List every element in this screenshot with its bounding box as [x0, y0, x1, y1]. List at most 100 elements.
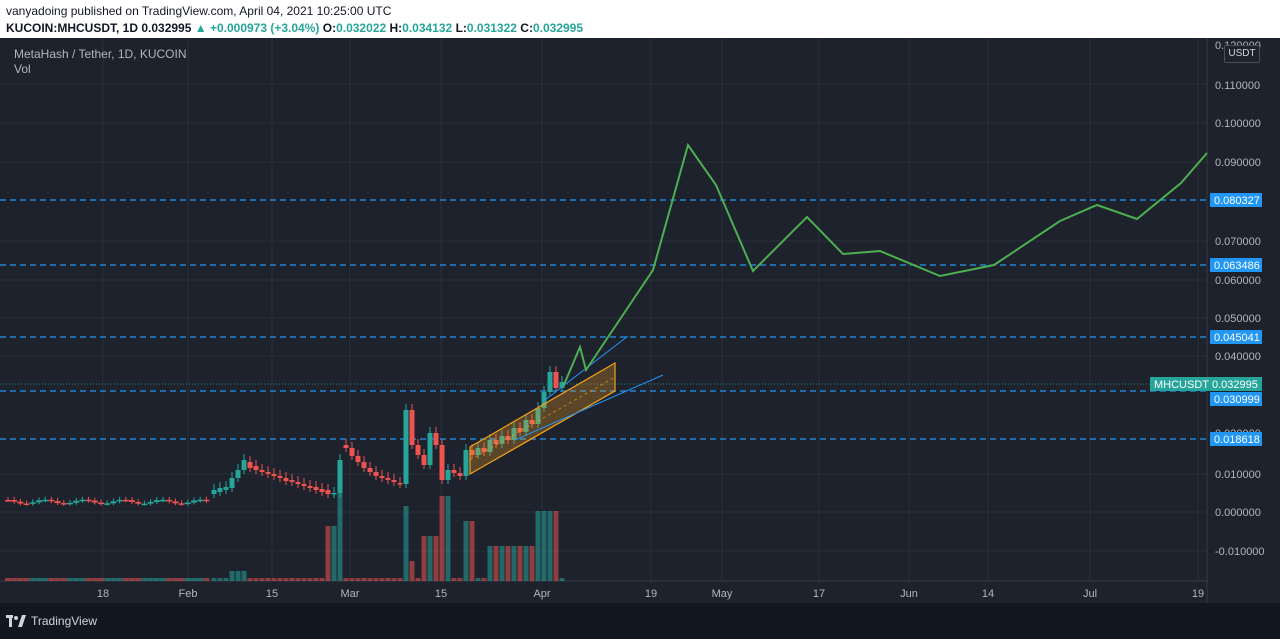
volume-bar	[541, 511, 547, 581]
currency-button[interactable]: USDT	[1224, 45, 1260, 63]
trendline-lower[interactable]	[514, 374, 664, 441]
volume-bar	[391, 578, 397, 581]
candle-body	[541, 392, 547, 408]
projection-path[interactable]	[562, 142, 1208, 388]
candle-body	[511, 428, 517, 440]
price-tag-value: 0.032995	[1212, 379, 1258, 391]
candle-body	[48, 499, 55, 502]
volume-bar	[104, 578, 111, 581]
footer: TradingView	[0, 603, 1280, 639]
candle-body	[343, 445, 349, 448]
price-tag: 0.045041	[1210, 330, 1262, 344]
volume-bar	[42, 578, 49, 581]
volume-bar	[23, 578, 30, 581]
candle-body	[475, 448, 481, 455]
candle-body	[85, 499, 92, 502]
volume-bar	[217, 578, 223, 581]
chart-legend: MetaHash / Tether, 1D, KUCOIN Vol	[14, 47, 187, 77]
high-value: 0.034132	[402, 21, 453, 35]
price-tick-label: 0.040000	[1215, 351, 1261, 363]
candle-body	[265, 472, 271, 474]
volume-bar	[5, 578, 11, 581]
volume-bar	[445, 496, 451, 581]
horizontal-levels[interactable]	[0, 199, 1207, 440]
candle-body	[223, 487, 229, 490]
volume-bar	[361, 578, 367, 581]
volume-bar	[451, 578, 457, 581]
candle-body	[217, 488, 223, 492]
price-tick-label: 0.110000	[1215, 80, 1260, 92]
price-tick-label: -0.010000	[1215, 546, 1265, 558]
candle-body	[415, 445, 421, 455]
volume-bar	[271, 578, 277, 581]
candle-body	[141, 503, 148, 506]
candle-body	[42, 499, 49, 502]
candle-body	[116, 499, 123, 502]
price-axis[interactable]: 0.1200000.1100000.1000000.0900000.070000…	[1215, 40, 1265, 558]
volume-bar	[529, 546, 535, 581]
price-tag-bg	[1150, 377, 1262, 391]
volume-bars	[5, 491, 565, 581]
high-label: H:	[389, 21, 403, 35]
channel-fill[interactable]	[469, 361, 616, 476]
volume-bar	[463, 521, 469, 581]
price-tag-value: 0.080327	[1214, 195, 1260, 207]
volume-bar	[172, 578, 179, 581]
volume-bar	[135, 578, 142, 581]
candle-body	[523, 420, 529, 432]
volume-bar	[427, 536, 433, 581]
candle-body	[559, 382, 565, 388]
candle-body	[98, 502, 104, 505]
close-label: C:	[520, 21, 533, 35]
candle-body	[253, 466, 259, 470]
legend-pair[interactable]: MetaHash / Tether, 1D, KUCOIN	[14, 47, 187, 61]
close-value: 0.032995	[532, 21, 584, 35]
rising-channel[interactable]	[469, 335, 664, 476]
candle-body	[23, 503, 30, 506]
candle-body	[203, 499, 210, 502]
volume-bar	[166, 578, 173, 581]
candle-body	[517, 428, 523, 432]
candle-body	[5, 500, 11, 502]
volume-bar	[469, 521, 475, 581]
price-tag-value: 0.018618	[1214, 434, 1260, 446]
volume-bar	[439, 496, 445, 581]
candle-body	[433, 433, 439, 445]
candle-body	[451, 470, 457, 473]
candle-body	[331, 493, 337, 495]
tradingview-logo[interactable]: TradingView	[6, 614, 97, 628]
candle-body	[129, 500, 135, 502]
legend-volume[interactable]: Vol	[14, 62, 31, 76]
volume-bar	[116, 578, 123, 581]
candle-body	[445, 470, 451, 480]
candles	[5, 366, 565, 506]
volume-bar	[153, 578, 160, 581]
candle-body	[421, 455, 427, 465]
volume-bar	[60, 578, 67, 581]
time-tick-label: Jun	[900, 588, 918, 600]
volume-bar	[415, 578, 421, 581]
volume-bar	[337, 491, 343, 581]
candle-body	[178, 503, 185, 505]
volume-bar	[85, 578, 92, 581]
candle-body	[160, 499, 166, 502]
low-label: L:	[455, 21, 467, 35]
price-tick-label: 0.010000	[1215, 469, 1261, 481]
volume-bar	[235, 571, 241, 581]
volume-bar	[11, 578, 18, 581]
candle-body	[29, 502, 36, 504]
chart-area[interactable]: 0.1200000.1100000.1000000.0900000.070000…	[0, 38, 1280, 603]
price-tag: 0.030999	[1210, 392, 1262, 406]
candle-body	[367, 468, 373, 472]
price-change: ▲ +0.000973 (+3.04%)	[194, 21, 320, 35]
time-axis[interactable]: 18 Feb 15 Mar 15 Apr 19 May 17 Jun 14 Jul 19	[97, 588, 1204, 600]
volume-bar	[487, 546, 493, 581]
candle-body	[349, 448, 355, 456]
volume-bar	[523, 546, 529, 581]
volume-bar	[289, 578, 295, 581]
volume-bar	[160, 578, 166, 581]
chart-svg[interactable]: 0.1200000.1100000.1000000.0900000.070000…	[0, 38, 1280, 603]
candle-body	[535, 408, 541, 424]
candle-body	[361, 462, 367, 468]
volume-bar	[295, 578, 301, 581]
